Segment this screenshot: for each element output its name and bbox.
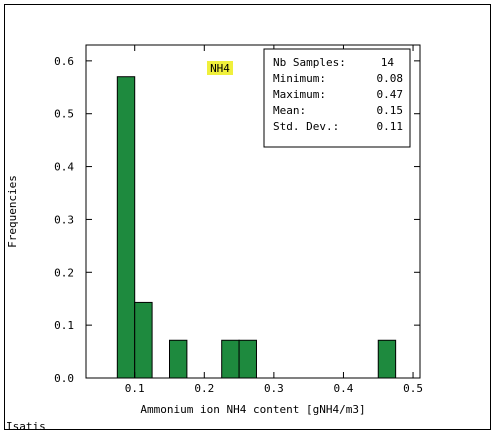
x-tick-label: 0.2 (194, 382, 214, 395)
x-tick-label: 0.5 (403, 382, 423, 395)
histogram-bar (238, 339, 257, 379)
stats-label: Nb Samples: (273, 56, 346, 69)
y-tick-label: 0.4 (54, 161, 74, 174)
x-axis-label: Ammonium ion NH4 content [gNH4/m3] (140, 403, 365, 416)
stats-value: 0.11 (377, 120, 404, 133)
stats-label: Std. Dev.: (273, 120, 339, 133)
histogram-bar (377, 339, 397, 379)
variable-tag-highlight (207, 61, 233, 75)
x-tick-label: 0.1 (125, 382, 145, 395)
stats-box (263, 48, 411, 148)
y-tick-label: 0.0 (54, 372, 74, 385)
stats-value: 0.15 (377, 104, 404, 117)
histogram-bar (116, 76, 136, 379)
x-tick-label: 0.4 (334, 382, 354, 395)
software-label: Isatis (6, 420, 46, 433)
x-tick-label: 0.3 (264, 382, 284, 395)
stats-label: Maximum: (273, 88, 326, 101)
y-tick-label: 0.5 (54, 108, 74, 121)
stats-label: Minimum: (273, 72, 326, 85)
chart-frame (4, 4, 491, 430)
stats-value: 0.08 (377, 72, 404, 85)
y-tick-label: 0.2 (54, 266, 74, 279)
y-tick-label: 0.6 (54, 55, 74, 68)
variable-tag: NH4 (210, 62, 230, 75)
y-tick-label: 0.3 (54, 213, 74, 226)
y-tick-label: 0.1 (54, 319, 74, 332)
stats-label: Mean: (273, 104, 306, 117)
stats-value: 14 (381, 56, 395, 69)
histogram-bar (169, 339, 188, 379)
y-axis-label: Frequencies (6, 175, 19, 248)
histogram-bar (134, 301, 153, 379)
stats-value: 0.47 (377, 88, 404, 101)
histogram-bar (221, 339, 240, 379)
